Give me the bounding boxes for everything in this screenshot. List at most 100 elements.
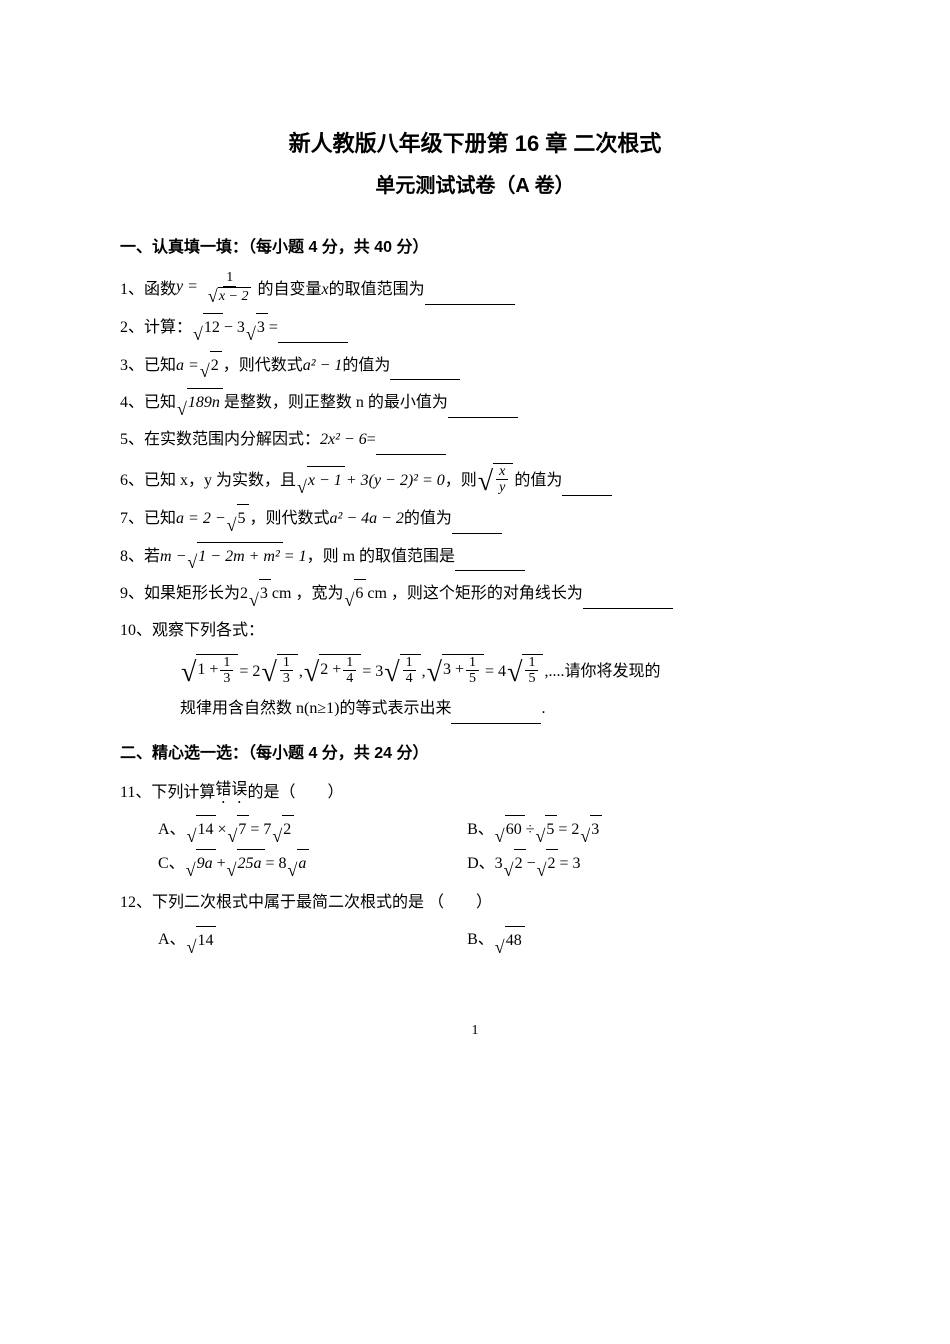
q8-eq1: = 1 — [284, 543, 307, 572]
section-1-heading: 一、认真填一填：（每小题 4 分，共 40 分） — [120, 234, 830, 263]
q9-text-c: cm ，则这个矩形的对角线长为 — [367, 580, 583, 609]
q1-text-c: 的取值范围为 — [329, 276, 425, 305]
q1-text-b: 的自变量 — [257, 276, 321, 305]
q6-blank — [562, 479, 612, 496]
q11C-eq: = 8 — [266, 850, 287, 879]
q10-s2b-num: 1 — [403, 655, 416, 671]
q11D-s2b: 2 — [546, 849, 558, 879]
q11B-label: B、 — [467, 816, 494, 845]
question-4: 4、已知 √189n 是整数，则正整数 n 的最小值为 — [120, 388, 830, 418]
q12-text: 12、下列二次根式中属于最简二次根式的是 （ ） — [120, 889, 492, 918]
q1-sqrt: √x − 2 — [208, 287, 252, 305]
q11-err: 错误 — [215, 776, 247, 807]
question-9: 9、如果矩形长为 2 √3 cm ，宽为 √6 cm ，则这个矩形的对角线长为 — [120, 579, 830, 609]
q6-text-a: 6、已知 x，y 为实数，且 — [120, 467, 296, 496]
q10-sqrt-2b: √ 14 — [384, 654, 420, 687]
q10-period: . — [541, 695, 545, 724]
q9-sqrt3: √3 — [249, 579, 271, 609]
q2-sqrt12: √12 — [193, 313, 223, 343]
q11-text-a: 11、下列计算 — [120, 779, 215, 808]
q10-c1: , — [299, 658, 303, 687]
q12A-label: A、 — [158, 926, 186, 955]
question-10-eq: √ 1 + 13 = 2 √ 13 , √ 2 + 14 = 3 √ 14 , … — [180, 654, 830, 687]
q7-text-b: ，则代数式 — [250, 505, 330, 534]
q7-blank — [452, 517, 502, 534]
q11D-eq: = 3 — [559, 850, 580, 879]
q9-2: 2 — [240, 580, 248, 609]
q12-opt-b: B、 √48 — [467, 926, 776, 956]
q11B-div: ÷ — [526, 816, 535, 845]
q3-expr: a² − 1 — [303, 352, 343, 381]
q11B-eq: = 2 — [558, 816, 579, 845]
q5-text-b: = — [367, 426, 376, 455]
q6-sqrt-xy: √ x y — [478, 463, 514, 496]
question-12: 12、下列二次根式中属于最简二次根式的是 （ ） — [120, 889, 830, 918]
q1-text-a: 1、函数 — [120, 276, 176, 305]
q10-sqrt-1b: √ 13 — [261, 654, 297, 687]
q10-s2-a: 2 + — [320, 656, 341, 685]
q12-options: A、 √14 B、 √48 — [158, 924, 830, 958]
q12B-label: B、 — [467, 926, 494, 955]
q1-frac-num: 1 — [223, 270, 236, 286]
q6-frac-den: y — [496, 480, 508, 495]
q11A-eq: = 7 — [250, 816, 271, 845]
q11A-times: × — [217, 816, 226, 845]
q10-text-line2: 规律用含自然数 n(n≥1)的等式表示出来 — [180, 695, 451, 724]
q2-text-b: = — [269, 314, 278, 343]
q1-sqrt-body: x − 2 — [219, 289, 249, 304]
q11-opt-d: D、 3 √2 − √2 = 3 — [467, 849, 776, 879]
question-10-line2: 规律用含自然数 n(n≥1)的等式表示出来 . — [180, 695, 830, 724]
q11D-minus: − — [527, 850, 536, 879]
q5-expr: 2x² − 6 — [320, 426, 367, 455]
q6-text-b: ，则 — [445, 467, 477, 496]
q2-text-a: 2、计算： — [120, 314, 192, 343]
question-6: 6、已知 x，y 为实数，且 √x − 1 + 3(y − 2)² = 0 ，则… — [120, 463, 830, 496]
q9-sqrt6: √6 — [344, 579, 366, 609]
title-line2: 单元测试试卷（A 卷） — [120, 168, 830, 204]
q4-sqrt: √189n — [177, 388, 223, 418]
q11B-s3: 3 — [590, 815, 602, 845]
q9-blank — [583, 592, 673, 609]
q10-blank — [451, 707, 541, 724]
q11A-s14: 14 — [196, 815, 216, 845]
q8-sqrt-body: 1 − 2m + m² — [198, 543, 280, 572]
q6-frac-xy: x y — [496, 464, 508, 496]
q10-s3b-num: 1 — [525, 655, 538, 671]
q1-x: x — [322, 276, 329, 305]
q12-opt-a: A、 √14 — [158, 926, 467, 956]
q7-text-c: 的值为 — [404, 505, 452, 534]
q10-s1-num: 1 — [220, 655, 233, 671]
question-8: 8、若 m − √1 − 2m + m² = 1 ，则 m 的取值范围是 — [120, 542, 830, 572]
q3-blank — [390, 363, 460, 380]
q2-sqrt3-body: 3 — [256, 313, 268, 343]
q11C-s9a: 9a — [197, 850, 213, 879]
q10-s1b-den: 3 — [280, 671, 293, 686]
q11D-3: 3 — [495, 850, 503, 879]
q6-frac-num: x — [496, 464, 508, 480]
q12B-s48: 48 — [505, 926, 525, 956]
q7-expr: a² − 4a − 2 — [330, 505, 404, 534]
q3-sqrt2-body: 2 — [210, 351, 222, 381]
q11-opt-a: A、 √14 × √7 = 7 √2 — [158, 815, 467, 845]
q6-rest: + 3(y − 2)² = 0 — [346, 467, 445, 496]
q10-s3-den: 5 — [466, 671, 479, 686]
q11C-sa: a — [298, 850, 306, 879]
q2-sqrt3: √3 — [246, 313, 268, 343]
q11-text-b: 的是（ ） — [247, 779, 343, 808]
q8-text-a: 8、若 — [120, 543, 160, 572]
q10-s1-a: 1 + — [197, 656, 218, 685]
q11-opt-b: B、 √60 ÷ √5 = 2 √3 — [467, 815, 776, 845]
question-3: 3、已知 a = √2 ，则代数式 a² − 1 的值为 — [120, 351, 830, 381]
q10-s2b-den: 4 — [403, 671, 416, 686]
q11B-s60: 60 — [505, 815, 525, 845]
q7-text-a: 7、已知 — [120, 505, 176, 534]
q12A-s14: 14 — [196, 926, 216, 956]
q11A-s2: 2 — [282, 815, 294, 845]
q11D-s2a: 2 — [514, 849, 526, 879]
q10-s3-a: 3 + — [443, 656, 464, 685]
q3-text-c: 的值为 — [342, 352, 390, 381]
q9-text-a: 9、如果矩形长为 — [120, 580, 240, 609]
q8-m-minus: m − — [160, 543, 186, 572]
q7-sqrt5: √5 — [227, 504, 249, 534]
q3-sqrt2: √2 — [200, 351, 222, 381]
